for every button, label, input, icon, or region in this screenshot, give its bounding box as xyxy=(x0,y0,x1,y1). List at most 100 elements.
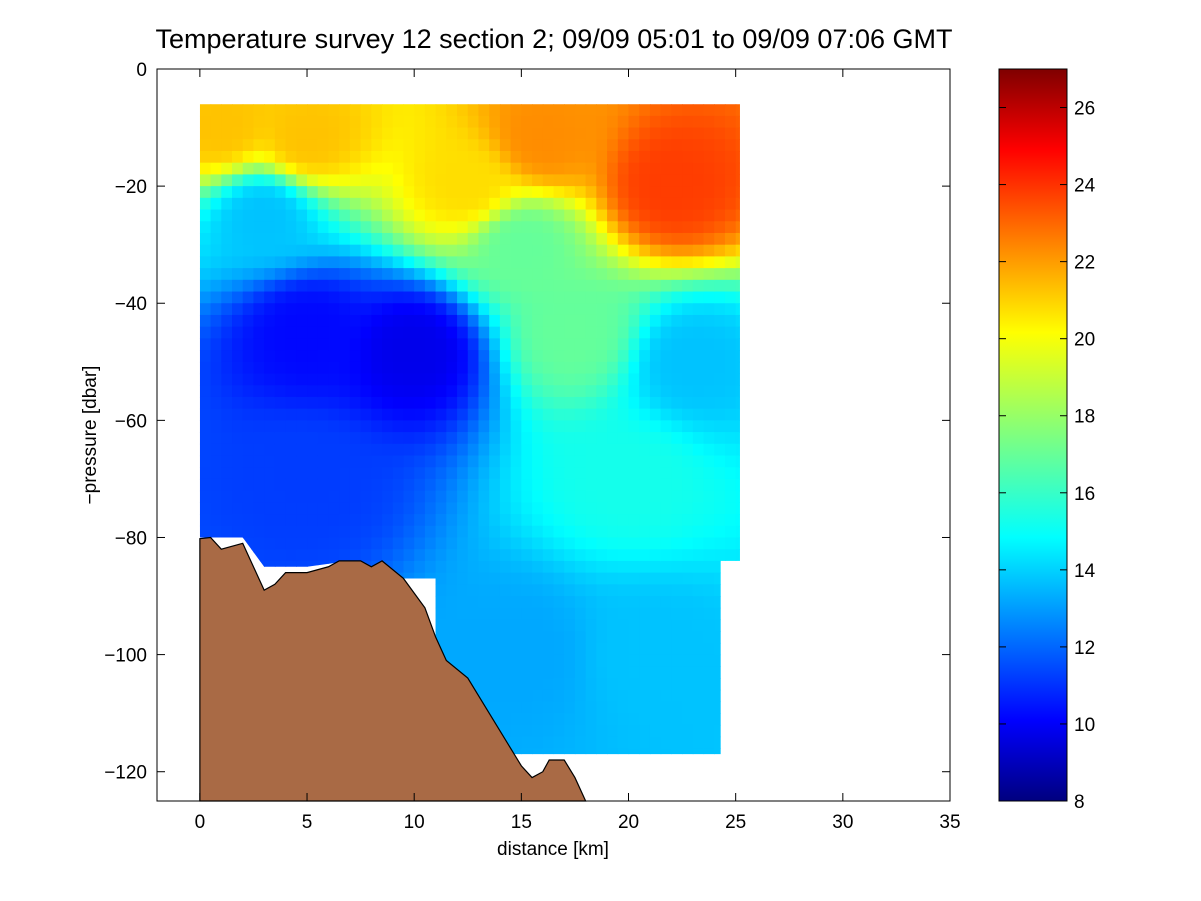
heatmap-cell xyxy=(435,572,447,585)
heatmap-cell xyxy=(499,525,512,539)
heatmap-cell xyxy=(564,268,576,281)
heatmap-cell xyxy=(724,162,737,176)
heatmap-cell xyxy=(532,256,544,269)
heatmap-cell xyxy=(199,408,212,421)
heatmap-cell xyxy=(371,443,383,457)
heatmap-cell xyxy=(274,127,287,140)
heatmap-cell xyxy=(714,256,726,269)
heatmap-cell xyxy=(649,139,662,152)
heatmap-cell xyxy=(639,596,651,609)
heatmap-cell xyxy=(585,221,597,234)
heatmap-cell xyxy=(349,350,362,363)
heatmap-cell xyxy=(628,408,640,421)
heatmap-cell xyxy=(199,279,212,293)
heatmap-cell xyxy=(478,373,490,386)
heatmap-cell xyxy=(264,174,276,187)
heatmap-cell xyxy=(457,596,469,609)
heatmap-cell xyxy=(478,619,490,632)
heatmap-cell xyxy=(446,209,458,222)
heatmap-cell xyxy=(553,408,565,421)
heatmap-cell xyxy=(285,291,297,304)
heatmap-cell xyxy=(232,525,244,539)
heatmap-cell xyxy=(489,303,501,316)
heatmap-cell xyxy=(617,396,630,410)
heatmap-cell xyxy=(735,420,740,433)
heatmap-cell xyxy=(553,104,565,117)
heatmap-cell xyxy=(564,127,576,140)
heatmap-cell xyxy=(467,396,480,410)
heatmap-cell xyxy=(349,314,362,328)
heatmap-cell xyxy=(446,303,458,316)
heatmap-cell xyxy=(360,432,372,445)
heatmap-cell xyxy=(199,256,212,269)
heatmap-cell xyxy=(467,408,480,421)
heatmap-cell xyxy=(349,373,362,386)
heatmap-cell xyxy=(360,115,372,129)
heatmap-cell xyxy=(628,490,640,503)
heatmap-cell xyxy=(349,514,362,527)
heatmap-cell xyxy=(617,736,630,749)
heatmap-cell xyxy=(724,350,737,363)
heatmap-cell xyxy=(639,666,651,679)
heatmap-cell xyxy=(328,537,340,550)
heatmap-cell xyxy=(424,197,437,211)
heatmap-cell xyxy=(382,478,394,492)
heatmap-cell xyxy=(349,303,362,316)
heatmap-cell xyxy=(414,537,426,550)
heatmap-cell xyxy=(478,607,490,621)
heatmap-cell xyxy=(274,432,287,445)
heatmap-cell xyxy=(210,162,222,176)
heatmap-cell xyxy=(692,221,705,234)
heatmap-cell xyxy=(585,232,597,246)
heatmap-cell xyxy=(714,432,726,445)
heatmap-cell xyxy=(392,502,405,515)
heatmap-cell xyxy=(424,525,437,539)
heatmap-cell xyxy=(414,432,426,445)
heatmap-cell xyxy=(489,549,501,562)
heatmap-cell xyxy=(403,502,415,515)
heatmap-cell xyxy=(553,326,565,339)
heatmap-cell xyxy=(264,104,276,117)
heatmap-cell xyxy=(339,209,351,222)
heatmap-cell xyxy=(328,139,340,152)
heatmap-cell xyxy=(542,338,555,351)
heatmap-cell xyxy=(242,467,255,480)
heatmap-cell xyxy=(489,139,501,152)
heatmap-cell xyxy=(607,619,619,632)
heatmap-cell xyxy=(607,197,619,211)
heatmap-cell xyxy=(542,478,555,492)
heatmap-cell xyxy=(521,150,533,164)
heatmap-cell xyxy=(435,104,447,117)
heatmap-cell xyxy=(714,396,726,410)
heatmap-cell xyxy=(210,490,222,503)
heatmap-cell xyxy=(467,291,480,304)
heatmap-cell xyxy=(478,502,490,515)
heatmap-cell xyxy=(671,385,683,398)
heatmap-cell xyxy=(607,724,619,738)
heatmap-cell xyxy=(328,104,340,117)
heatmap-cell xyxy=(553,443,565,457)
heatmap-cell xyxy=(371,104,383,117)
heatmap-cell xyxy=(596,209,608,222)
heatmap-cell xyxy=(574,408,587,421)
heatmap-cell xyxy=(724,525,737,539)
heatmap-cell xyxy=(349,127,362,140)
heatmap-cell xyxy=(714,584,726,597)
heatmap-cell xyxy=(339,279,351,293)
heatmap-cell xyxy=(221,373,233,386)
heatmap-cell xyxy=(660,303,672,316)
heatmap-cell xyxy=(317,279,330,293)
y-tick-label: 0 xyxy=(136,60,147,81)
heatmap-cell xyxy=(360,350,372,363)
heatmap-cell xyxy=(671,596,683,609)
heatmap-cell xyxy=(349,338,362,351)
x-axis-label: distance [km] xyxy=(497,839,609,860)
heatmap-cell xyxy=(564,197,576,211)
heatmap-cell xyxy=(478,572,490,585)
heatmap-cell xyxy=(510,326,522,339)
heatmap-cell xyxy=(499,150,512,164)
heatmap-cell xyxy=(671,326,683,339)
heatmap-cell xyxy=(574,572,587,585)
heatmap-cell xyxy=(435,502,447,515)
heatmap-cell xyxy=(221,443,233,457)
